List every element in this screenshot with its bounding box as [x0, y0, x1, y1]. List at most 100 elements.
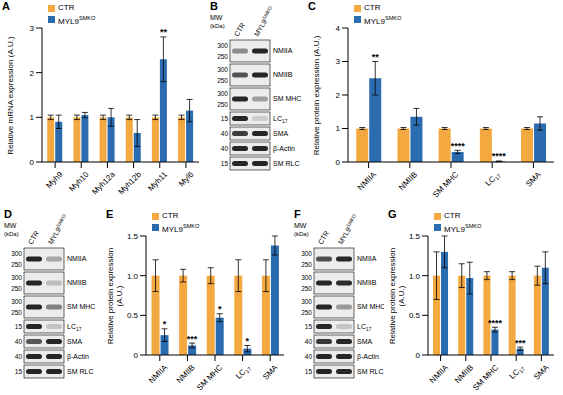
svg-text:β-Actin: β-Actin [67, 353, 89, 361]
svg-text:15: 15 [15, 323, 23, 330]
svg-text:LC17: LC17 [357, 323, 372, 332]
svg-text:NMIIA: NMIIA [273, 47, 293, 54]
svg-text:0: 0 [30, 158, 35, 167]
svg-text:SMA: SMA [357, 338, 373, 345]
svg-text:1.5: 1.5 [409, 232, 421, 241]
svg-text:1.5: 1.5 [127, 232, 139, 241]
svg-text:250: 250 [11, 285, 22, 292]
svg-text:SMA: SMA [67, 338, 83, 345]
svg-text:250: 250 [301, 309, 312, 316]
svg-text:300: 300 [301, 298, 312, 305]
svg-text:NMIIA: NMIIA [147, 363, 170, 386]
svg-text:MYL9SMKO: MYL9SMKO [336, 213, 359, 245]
svg-text:SMA: SMA [261, 363, 280, 382]
svg-text:250: 250 [217, 101, 228, 108]
svg-text:40: 40 [305, 338, 313, 345]
svg-text:***: *** [187, 334, 198, 344]
svg-text:**: ** [160, 28, 168, 37]
svg-text:LC17: LC17 [508, 363, 527, 382]
svg-text:LC17: LC17 [273, 115, 288, 124]
svg-text:MYL9SMKO: MYL9SMKO [46, 213, 69, 245]
svg-text:SM MHC: SM MHC [471, 363, 500, 392]
svg-text:NMIIB: NMIIB [67, 279, 87, 286]
svg-text:MYL9SMKO: MYL9SMKO [252, 5, 275, 37]
svg-text:CTR: CTR [233, 22, 246, 38]
svg-text:250: 250 [301, 285, 312, 292]
svg-text:NMIIA: NMIIA [428, 363, 451, 386]
svg-text:NMIIA: NMIIA [67, 255, 87, 262]
svg-text:LC17: LC17 [484, 170, 503, 189]
svg-text:***: *** [515, 338, 526, 348]
svg-text:LC17: LC17 [234, 363, 253, 382]
svg-text:Myh12a: Myh12a [90, 170, 117, 197]
svg-text:(kDa): (kDa) [210, 23, 225, 29]
svg-text:MW: MW [294, 222, 307, 229]
svg-text:*: * [163, 319, 167, 329]
svg-text:3: 3 [30, 24, 35, 33]
svg-text:SM RLC: SM RLC [273, 160, 299, 167]
svg-text:40: 40 [221, 130, 229, 137]
svg-text:SMA: SMA [524, 170, 543, 189]
svg-text:15: 15 [221, 160, 229, 167]
svg-text:15: 15 [305, 368, 313, 375]
svg-text:3: 3 [336, 57, 341, 66]
svg-text:β-Actin: β-Actin [273, 145, 295, 153]
svg-text:300: 300 [11, 250, 22, 257]
svg-text:0.5: 0.5 [127, 311, 139, 320]
svg-text:CTR: CTR [27, 230, 40, 246]
svg-text:40: 40 [305, 353, 313, 360]
svg-text:SMA: SMA [532, 363, 551, 382]
svg-text:NMIIB: NMIIB [273, 71, 293, 78]
svg-text:300: 300 [301, 274, 312, 281]
svg-text:NMIIB: NMIIB [175, 363, 197, 385]
svg-text:SM MHC: SM MHC [195, 363, 224, 392]
svg-text:MW: MW [4, 222, 17, 229]
svg-text:β-Actin: β-Actin [357, 353, 379, 361]
svg-text:0: 0 [134, 351, 139, 360]
svg-text:300: 300 [217, 90, 228, 97]
svg-text:250: 250 [217, 53, 228, 60]
svg-text:0: 0 [416, 351, 421, 360]
svg-text:CTR: CTR [317, 230, 330, 246]
svg-text:SM MHC: SM MHC [67, 303, 95, 310]
svg-text:2: 2 [336, 91, 341, 100]
svg-text:0: 0 [336, 158, 341, 167]
svg-text:1.0: 1.0 [127, 272, 139, 281]
svg-text:(kDa): (kDa) [294, 231, 309, 237]
svg-text:Myh10: Myh10 [67, 170, 91, 194]
svg-text:SM RLC: SM RLC [357, 368, 383, 375]
svg-text:SMA: SMA [273, 130, 289, 137]
svg-text:40: 40 [221, 145, 229, 152]
svg-text:15: 15 [305, 323, 313, 330]
svg-text:NMIIB: NMIIB [453, 363, 475, 385]
svg-text:250: 250 [11, 261, 22, 268]
svg-text:LC17: LC17 [67, 323, 82, 332]
svg-text:Myl6: Myl6 [177, 170, 196, 189]
svg-text:MW: MW [210, 14, 223, 21]
svg-text:Myh11: Myh11 [146, 170, 169, 193]
svg-text:****: **** [451, 141, 466, 151]
svg-text:15: 15 [221, 115, 229, 122]
svg-text:250: 250 [217, 77, 228, 84]
svg-text:4: 4 [336, 24, 341, 33]
svg-text:300: 300 [11, 274, 22, 281]
svg-text:NMIIB: NMIIB [357, 279, 377, 286]
svg-text:**: ** [372, 52, 380, 62]
svg-text:****: **** [488, 318, 503, 328]
svg-text:40: 40 [15, 353, 23, 360]
svg-text:300: 300 [11, 298, 22, 305]
svg-text:*: * [218, 304, 222, 314]
svg-text:0.5: 0.5 [409, 311, 421, 320]
svg-text:1: 1 [30, 113, 35, 122]
svg-text:40: 40 [15, 338, 23, 345]
svg-text:300: 300 [217, 66, 228, 73]
svg-text:1: 1 [336, 124, 341, 133]
svg-text:1.0: 1.0 [409, 272, 421, 281]
svg-text:SM MHC: SM MHC [431, 170, 460, 199]
svg-text:SM RLC: SM RLC [67, 368, 93, 375]
svg-text:****: **** [492, 151, 507, 161]
svg-text:Myh12b: Myh12b [116, 170, 143, 197]
svg-text:300: 300 [301, 250, 312, 257]
svg-text:Myh9: Myh9 [44, 170, 65, 191]
svg-text:300: 300 [217, 42, 228, 49]
